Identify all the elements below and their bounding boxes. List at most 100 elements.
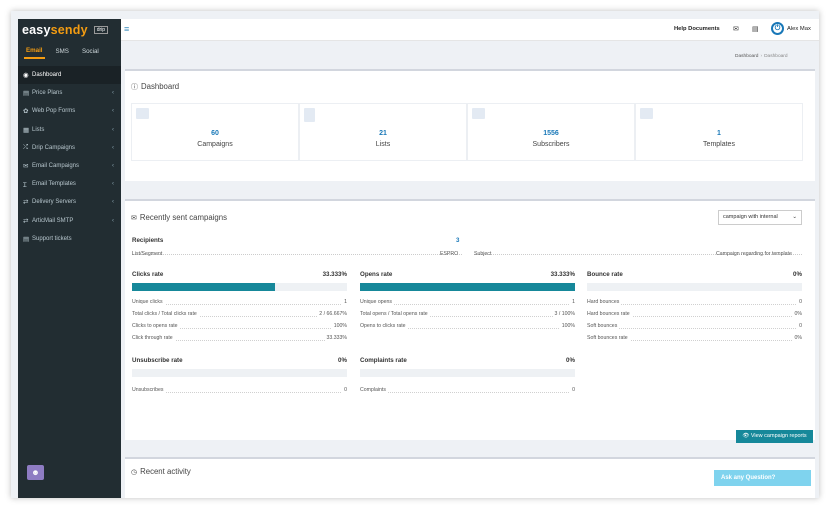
envelope-icon [136,108,149,119]
recipients-value[interactable]: 3 [456,237,460,244]
chevron-left-icon: ‹ [112,163,114,170]
list-icon[interactable]: ▤ [752,26,759,33]
envelope-icon: ✉ [131,215,137,222]
stat-row: Total clicks / Total clicks rate 2 / 66.6… [132,311,347,319]
sidebar-item-label: Email Templates [32,181,76,188]
stat-label: Templates [703,141,735,148]
stat-value: 1 [717,130,721,137]
list-segment-value: ESPRO [440,251,459,257]
stat-row: Click through rate 33.333% [132,335,347,343]
opens-rate-value: 33.333% [550,271,575,278]
menu-toggle-icon[interactable]: ≡ [124,24,130,34]
dotted-leader [360,328,575,329]
stat-templates[interactable]: 1 Templates [635,103,803,161]
sidebar-item-support-tickets[interactable]: ▤ Support tickets [18,230,121,248]
unsubscribe-rate-bar [132,369,347,377]
unsubscribe-rate-title: Unsubscribe rate [132,357,183,364]
stat-label: Campaigns [197,141,233,148]
opens-rate-bar [360,283,575,291]
stat-row-label: Clicks to opens rate [132,323,180,329]
stat-row-label: Total clicks / Total clicks rate [132,311,199,317]
user-name[interactable]: Alex Max [787,26,811,32]
stat-row: Unique opens 1 [360,299,575,307]
sidebar-item-drip-campaigns[interactable]: ⤮ Drip Campaigns ‹ [18,139,121,157]
subject-label: Subject [474,251,492,257]
sidebar-item-price-plans[interactable]: ▤ Price Plans ‹ [18,84,121,102]
tab-email[interactable]: Email [24,44,45,59]
stat-lists[interactable]: 21 Lists [299,103,467,161]
clipboard-icon [304,108,315,122]
tab-sms[interactable]: SMS [55,47,69,55]
chevron-left-icon: ‹ [112,199,114,206]
tab-social[interactable]: Social [81,47,99,55]
stat-campaigns[interactable]: 60 Campaigns [131,103,299,161]
chevron-left-icon: ‹ [112,181,114,188]
dashboard-title-text: Dashboard [141,82,180,91]
sidebar-item-email-campaigns[interactable]: ✉ Email Campaigns ‹ [18,157,121,175]
stat-value: 21 [379,130,387,137]
dotted-leader [132,316,347,317]
sidebar: easysendy drip Email SMS Social ◉ Dashboa… [18,19,121,498]
stat-row: Soft bounces rate 0% [587,335,802,343]
logo: easysendy [22,23,88,37]
stat-row-value: 0% [792,335,802,341]
campaigns-title-text: Recently sent campaigns [139,213,227,222]
chevron-left-icon: ‹ [112,108,114,115]
sidebar-item-label: Price Plans [32,90,63,97]
topbar: ≡ Help Documents ✉ ▤ ⏻ Alex Max [121,19,819,41]
breadcrumb-home[interactable]: Dashboard [735,54,759,59]
stat-row-value: 0 [570,387,575,393]
recent-activity-title-text: Recent activity [140,467,191,476]
sidebar-item-email-templates[interactable]: Ɪ Email Templates ‹ [18,175,121,193]
shuffle-icon: ⤮ [23,143,29,151]
dotted-leader [132,340,347,341]
stat-subscribers[interactable]: 1556 Subscribers [467,103,635,161]
stat-label: Subscribers [532,141,570,148]
chevron-left-icon: ‹ [112,144,114,151]
brand[interactable]: easysendy drip [18,19,121,41]
view-campaign-reports-button[interactable]: 👁 View campaign reports [736,430,813,443]
ask-question-button[interactable]: Ask any Question? [714,470,811,486]
sidebar-item-articmail-smtp[interactable]: ⇄ ArticMail SMTP ‹ [18,212,121,230]
envelope-icon[interactable]: ✉ [733,26,739,33]
dotted-leader [360,316,575,317]
stat-row-label: Unique clicks [132,299,165,305]
power-icon[interactable]: ⏻ [771,22,784,35]
stat-row-value: 100% [559,323,575,329]
stat-row-value: 0 [342,387,347,393]
sidebar-item-lists[interactable]: ▦ Lists ‹ [18,121,121,139]
campaign-select[interactable]: campaign with internal ⌄ [718,210,802,225]
divider [132,254,462,255]
complaints-rate-title: Complaints rate [360,357,407,364]
stat-value: 1556 [543,130,559,137]
stat-row-value: 100% [331,323,347,329]
chevron-left-icon: ‹ [112,217,114,224]
chat-icon[interactable]: ☻ [27,465,44,480]
dotted-leader [132,328,347,329]
recent-activity-title: ◷ Recent activity [131,467,191,476]
dotted-leader [132,392,347,393]
help-documents-link[interactable]: Help Documents [674,26,720,32]
stat-row-label: Soft bounces [587,323,620,329]
sidebar-item-dashboard[interactable]: ◉ Dashboard [18,66,121,85]
stat-row: Complaints 0 [360,387,575,395]
complaints-rate-bar [360,369,575,377]
sidebar-item-label: ArticMail SMTP [32,217,74,224]
sidebar-item-label: Email Campaigns [32,163,80,170]
ticket-icon: ▤ [23,235,30,243]
recipients-label: Recipients [132,237,164,244]
complaints-rate-value: 0% [566,357,575,364]
logo-part2: sendy [50,23,88,37]
gear-icon: ✿ [23,108,29,116]
stat-row-label: Unsubscribes [132,387,166,393]
stat-row: Soft bounces 0 [587,323,802,331]
sidebar-item-web-pop-forms[interactable]: ✿ Web Pop Forms ‹ [18,102,121,120]
clicks-rate-title: Clicks rate [132,271,164,278]
clicks-rate-value: 33.333% [322,271,347,278]
dashboard-title: ⓘ Dashboard [131,82,179,92]
credit-card-icon: ▤ [23,90,30,98]
exchange-icon: ⇄ [23,199,29,207]
stat-row-label: Hard bounces rate [587,311,632,317]
sidebar-item-delivery-servers[interactable]: ⇄ Delivery Servers ‹ [18,193,121,211]
subject-value: Campaign regarding for template [716,251,792,257]
